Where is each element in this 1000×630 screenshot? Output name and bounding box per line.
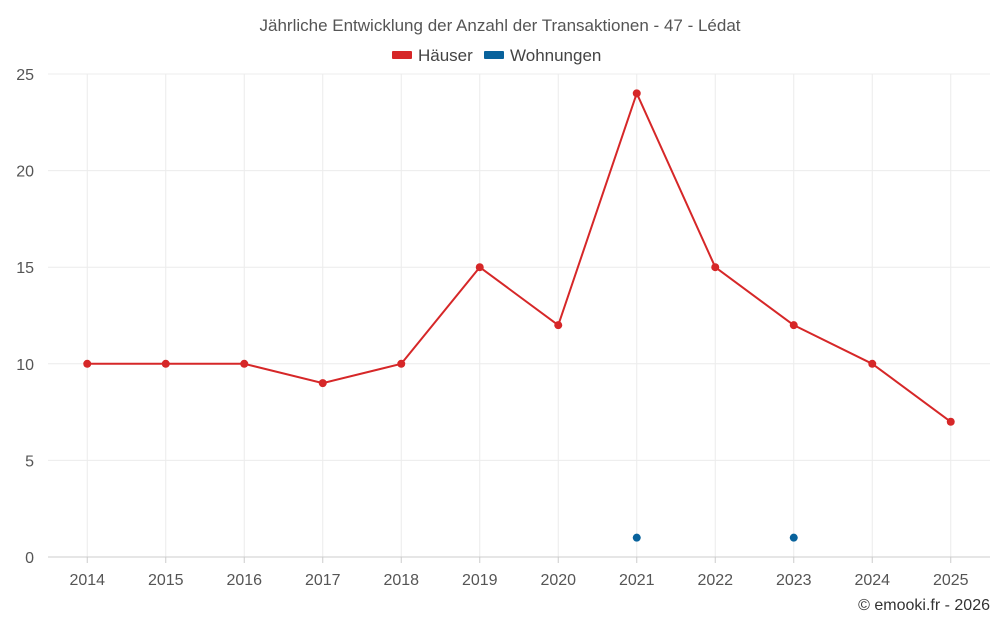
data-point-haeuser-2022[interactable] bbox=[711, 263, 720, 272]
series-layer bbox=[83, 89, 955, 542]
credit-text: © emooki.fr - 2026 bbox=[858, 597, 990, 614]
data-point-haeuser-2015[interactable] bbox=[161, 359, 170, 368]
y-tick-label: 15 bbox=[16, 260, 34, 277]
legend-item-haeuser[interactable]: Häuser bbox=[392, 46, 473, 65]
data-point-haeuser-2023[interactable] bbox=[789, 321, 798, 330]
series-line-haeuser bbox=[87, 92, 952, 423]
x-tick-label: 2014 bbox=[69, 572, 105, 589]
x-tick-label: 2015 bbox=[148, 572, 184, 589]
data-point-haeuser-2020[interactable] bbox=[554, 321, 563, 330]
data-point-haeuser-2017[interactable] bbox=[318, 379, 327, 388]
legend-label-haeuser: Häuser bbox=[418, 46, 473, 65]
x-tick-label: 2021 bbox=[619, 572, 655, 589]
x-tick-label: 2016 bbox=[226, 572, 262, 589]
data-point-haeuser-2014[interactable] bbox=[83, 359, 92, 368]
x-axis: 2014 2015 2016 2017 2018 2019 2020 2021 2022 2023… bbox=[48, 556, 990, 589]
data-point-wohnungen-2023[interactable] bbox=[789, 533, 798, 542]
y-tick-label: 10 bbox=[16, 357, 34, 374]
x-tick-label: 2017 bbox=[305, 572, 341, 589]
x-tick-label: 2020 bbox=[540, 572, 576, 589]
data-point-haeuser-2018[interactable] bbox=[397, 359, 406, 368]
y-tick-label: 0 bbox=[25, 550, 34, 567]
x-tick-label: 2023 bbox=[776, 572, 812, 589]
data-point-haeuser-2016[interactable] bbox=[240, 359, 249, 368]
x-tick-label: 2018 bbox=[383, 572, 419, 589]
y-tick-label: 5 bbox=[25, 453, 34, 470]
series-haeuser bbox=[83, 89, 955, 426]
chart-title: Jährliche Entwicklung der Anzahl der Tra… bbox=[260, 16, 741, 35]
y-tick-label: 20 bbox=[16, 164, 34, 181]
y-tick-label: 25 bbox=[16, 67, 34, 84]
data-point-haeuser-2025[interactable] bbox=[946, 417, 955, 426]
x-tick-label: 2022 bbox=[697, 572, 733, 589]
data-point-haeuser-2021[interactable] bbox=[632, 89, 641, 98]
legend-swatch-haeuser bbox=[392, 51, 412, 59]
data-point-wohnungen-2021[interactable] bbox=[632, 533, 641, 542]
legend-label-wohnungen: Wohnungen bbox=[510, 46, 601, 65]
y-axis: 0 5 10 15 20 25 bbox=[16, 67, 34, 567]
x-tick-label: 2019 bbox=[462, 572, 498, 589]
series-wohnungen bbox=[632, 533, 798, 542]
legend-swatch-wohnungen bbox=[484, 51, 504, 59]
grid-lines bbox=[48, 73, 990, 558]
x-tick-label: 2024 bbox=[854, 572, 890, 589]
data-point-haeuser-2019[interactable] bbox=[475, 263, 484, 272]
x-tick-label: 2025 bbox=[933, 572, 969, 589]
legend-item-wohnungen[interactable]: Wohnungen bbox=[484, 46, 601, 65]
legend: Häuser Wohnungen bbox=[392, 46, 601, 65]
data-point-haeuser-2024[interactable] bbox=[868, 359, 877, 368]
